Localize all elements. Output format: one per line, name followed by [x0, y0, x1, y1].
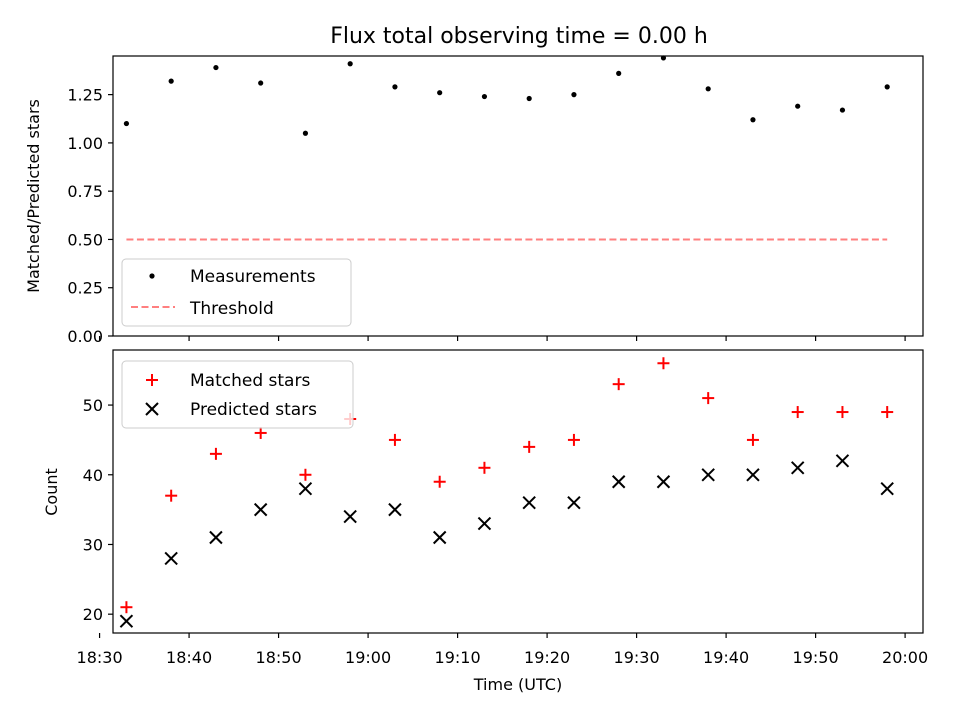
measurements-point [660, 55, 667, 61]
x-axis-label: Time (UTC) [473, 675, 562, 694]
measurements-point [571, 92, 577, 98]
bottom-x-ticks: 18:30 18:40 18:50 19:00 19:10 19:20 19:30 19:40… [77, 633, 928, 667]
x-tick-label: 19:00 [345, 648, 391, 667]
top-panel-marks [123, 55, 890, 241]
measurements-point [795, 103, 801, 109]
matched-stars-point [165, 489, 178, 502]
measurements-point [884, 84, 890, 90]
predicted-stars-point [298, 482, 313, 496]
predicted-stars-point [880, 482, 894, 496]
legend-label-predicted-stars: Predicted stars [190, 400, 317, 420]
predicted-stars-point [209, 530, 223, 545]
bottom-legend: Matched stars Predicted stars [121, 360, 354, 429]
matched-stars-point [478, 461, 491, 474]
x-tick-label: 18:50 [256, 648, 302, 667]
measurements-point [302, 130, 309, 136]
measurements-point [839, 107, 846, 113]
predicted-stars-point [835, 454, 850, 468]
predicted-stars-point [164, 551, 178, 566]
x-tick-label: 19:50 [793, 648, 839, 667]
predicted-stars-point [432, 530, 447, 545]
matched-stars-point [836, 406, 849, 419]
legend-marker-predicted-stars [145, 402, 159, 416]
measurements-point [168, 78, 174, 84]
predicted-stars-point [522, 495, 536, 510]
matched-stars-point [299, 468, 312, 481]
top-y-tick-label: 0.75 [67, 182, 103, 201]
legend-label-matched-stars: Matched stars [190, 371, 310, 391]
matched-stars-point [120, 601, 133, 614]
top-y-ticks: 0.00 0.25 0.50 0.75 1.00 1.25 [67, 86, 113, 346]
top-y-axis-label: Matched/Predicted stars [24, 99, 43, 293]
predicted-stars-point [388, 502, 402, 517]
predicted-stars-point [790, 461, 805, 475]
measurements-point [481, 93, 488, 100]
x-tick-label: 19:20 [524, 648, 570, 667]
matched-stars-point [612, 378, 625, 391]
bottom-panel-marks [119, 357, 894, 628]
matched-stars-point [657, 357, 670, 370]
x-tick-label: 18:30 [77, 648, 123, 667]
matched-stars-point [209, 447, 222, 460]
top-plot-frame [112, 55, 924, 337]
predicted-stars-point [611, 475, 626, 489]
matched-stars-point [881, 406, 894, 419]
measurements-point [750, 117, 756, 123]
x-tick-label: 20:00 [882, 648, 928, 667]
measurements-point [392, 84, 398, 90]
matched-stars-point [523, 440, 536, 453]
legend-marker-measurements [149, 273, 155, 279]
measurements-point [123, 120, 130, 127]
predicted-stars-point [343, 509, 357, 524]
matched-stars-point [791, 406, 804, 419]
predicted-stars-point [477, 516, 492, 531]
matched-stars-point [433, 475, 446, 488]
top-y-tick-label: 1.25 [67, 86, 103, 105]
x-tick-label: 18:40 [166, 648, 212, 667]
x-tick-label: 19:30 [614, 648, 660, 667]
bottom-y-axis-label: Count [42, 468, 61, 516]
bottom-y-tick-label: 30 [83, 535, 103, 554]
top-y-tick-label: 0.50 [67, 230, 103, 249]
predicted-stars-point [701, 468, 715, 482]
matched-stars-point [254, 426, 267, 439]
top-y-tick-label: 0.25 [67, 279, 103, 298]
measurements-point [616, 70, 622, 76]
bottom-y-tick-label: 50 [83, 396, 103, 415]
measurements-point [213, 64, 219, 71]
matched-stars-point [746, 433, 759, 446]
bottom-y-tick-label: 40 [83, 466, 103, 485]
bottom-plot-frame [112, 349, 924, 634]
bottom-y-ticks: 20 30 40 50 [83, 396, 113, 624]
chart-title: Flux total observing time = 0.00 h [330, 24, 708, 49]
predicted-stars-point [119, 614, 134, 628]
matched-stars-point [388, 433, 401, 446]
top-panel: 0.00 0.25 0.50 0.75 1.00 1.25 Matched/Predict… [24, 55, 924, 346]
legend-label-measurements: Measurements [190, 267, 316, 287]
bottom-y-tick-label: 20 [83, 605, 103, 624]
legend-label-threshold: Threshold [189, 299, 274, 319]
measurements-point [526, 95, 532, 102]
predicted-stars-point [253, 502, 268, 517]
top-y-tick-label: 1.00 [67, 134, 103, 153]
bottom-legend-box [121, 360, 354, 429]
x-tick-label: 19:40 [703, 648, 749, 667]
top-legend: Measurements Threshold [121, 258, 352, 327]
top-y-tick-label: 0.00 [67, 327, 103, 346]
measurements-point [437, 90, 443, 96]
matched-stars-point [702, 392, 715, 405]
top-legend-box [121, 258, 352, 327]
x-tick-label: 19:10 [435, 648, 481, 667]
predicted-stars-point [746, 468, 760, 482]
legend-marker-matched-stars [146, 374, 158, 386]
measurements-point [347, 61, 353, 67]
measurements-point [258, 80, 264, 86]
matched-stars-point [567, 433, 580, 446]
predicted-stars-point [656, 475, 671, 489]
top-x-ticks [98, 336, 906, 341]
predicted-stars-point [567, 495, 581, 510]
measurements-point [705, 86, 711, 92]
